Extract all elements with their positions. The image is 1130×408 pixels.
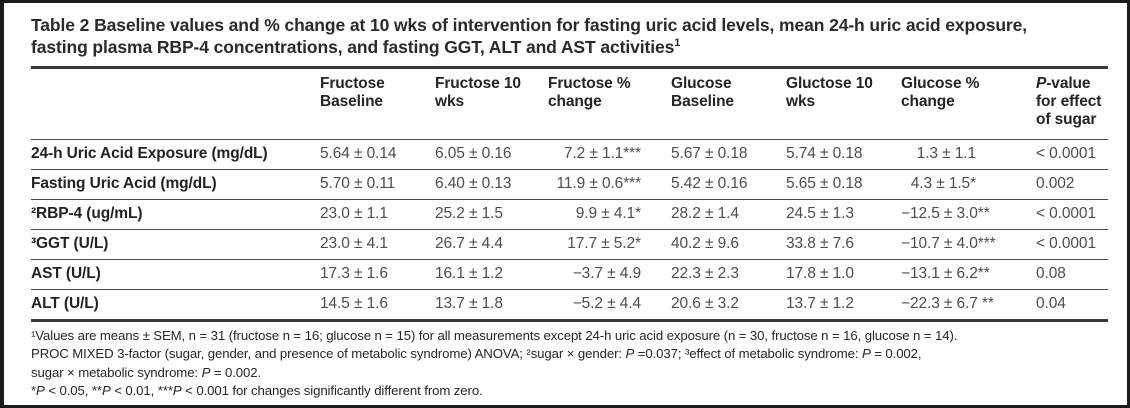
table-row: ALT (U/L) 14.5 ± 1.6 13.7 ± 1.8 −5.2 ± 4… — [31, 289, 1108, 322]
p-value-rest: -value for effect of sugar — [1036, 74, 1102, 129]
cell-fructose-baseline: 5.64 ± 0.14 — [320, 139, 435, 170]
table-body: 24-h Uric Acid Exposure (mg/dL) 5.64 ± 0… — [31, 139, 1108, 322]
cell-fructose-change: 17.7 ± 5.2* — [548, 229, 671, 260]
cell-glucose-10wks: 33.8 ± 7.6 — [786, 229, 901, 260]
row-label: Fasting Uric Acid (mg/dL) — [31, 169, 320, 200]
footnote-run: ¹Values are means ± SEM, n = 31 (fructos… — [31, 327, 958, 343]
cell-fructose-baseline: 17.3 ± 1.6 — [320, 259, 435, 290]
footnote-line: sugar × metabolic syndrome: P = 0.002. — [31, 364, 1103, 382]
footnote-run: =0.037; ³effect of metabolic syndrome: — [634, 346, 862, 362]
footnote-run: * — [31, 383, 37, 399]
row-label: AST (U/L) — [31, 259, 320, 290]
footnote-run: P — [625, 346, 635, 362]
table-row: AST (U/L) 17.3 ± 1.6 16.1 ± 1.2 −3.7 ± 4… — [31, 259, 1108, 290]
row-label: ³GGT (U/L) — [31, 229, 320, 260]
table-title: Table 2 Baseline values and % change at … — [31, 14, 1041, 59]
table-row: ²RBP-4 (ug/mL) 23.0 ± 1.1 25.2 ± 1.5 9.9… — [31, 199, 1108, 230]
footnote-line: *P < 0.05, **P < 0.01, ***P < 0.001 for … — [31, 382, 1103, 400]
table-footnotes: ¹Values are means ± SEM, n = 31 (fructos… — [31, 327, 1103, 401]
footnote-run: < 0.05, ** — [44, 383, 102, 399]
table-row: 24-h Uric Acid Exposure (mg/dL) 5.64 ± 0… — [31, 139, 1108, 170]
footnote-run: = 0.002, — [870, 346, 922, 362]
footnote-run: = 0.002. — [210, 364, 262, 380]
cell-glucose-change: −22.3 ± 6.7 ** — [901, 289, 1036, 322]
footnote-run: P — [201, 364, 211, 380]
cell-glucose-baseline: 5.42 ± 0.16 — [671, 169, 786, 200]
cell-fructose-10wks: 13.7 ± 1.8 — [435, 289, 548, 322]
footnote-line: PROC MIXED 3-factor (sugar, gender, and … — [31, 345, 1103, 363]
cell-glucose-change: −13.1 ± 6.2** — [901, 259, 1036, 290]
cell-glucose-baseline: 28.2 ± 1.4 — [671, 199, 786, 230]
cell-fructose-baseline: 5.70 ± 0.11 — [320, 169, 435, 200]
cell-glucose-change: 4.3 ± 1.5* — [901, 169, 1036, 200]
cell-glucose-10wks: 13.7 ± 1.2 — [786, 289, 901, 322]
footnote-line: ¹Values are means ± SEM, n = 31 (fructos… — [31, 327, 1103, 345]
cell-glucose-baseline: 5.67 ± 0.18 — [671, 139, 786, 170]
table-row: Fasting Uric Acid (mg/dL) 5.70 ± 0.11 6.… — [31, 169, 1108, 200]
header-glucose-change: Glucose % change — [901, 67, 1036, 140]
cell-fructose-change: 7.2 ± 1.1*** — [548, 139, 671, 170]
cell-fructose-change: 11.9 ± 0.6*** — [548, 169, 671, 200]
header-glucose-baseline: Glucose Baseline — [671, 67, 786, 140]
cell-p-value: 0.04 — [1036, 289, 1108, 322]
cell-p-value: < 0.0001 — [1036, 199, 1108, 230]
cell-fructose-change: −5.2 ± 4.4 — [548, 289, 671, 322]
header-glucose-10wks: Gluctose 10 wks — [786, 67, 901, 140]
footnote-run: < 0.01, *** — [110, 383, 173, 399]
p-value-italic: P — [1036, 74, 1047, 92]
cell-fructose-10wks: 6.05 ± 0.16 — [435, 139, 548, 170]
header-fructose-baseline: Fructose Baseline — [320, 67, 435, 140]
cell-glucose-change: 1.3 ± 1.1 — [901, 139, 1036, 170]
cell-fructose-10wks: 26.7 ± 4.4 — [435, 229, 548, 260]
cell-fructose-change: 9.9 ± 4.1* — [548, 199, 671, 230]
cell-fructose-10wks: 6.40 ± 0.13 — [435, 169, 548, 200]
cell-glucose-baseline: 20.6 ± 3.2 — [671, 289, 786, 322]
table-row: ³GGT (U/L) 23.0 ± 4.1 26.7 ± 4.4 17.7 ± … — [31, 229, 1108, 260]
header-fructose-10wks: Fructose 10 wks — [435, 67, 548, 140]
cell-glucose-10wks: 17.8 ± 1.0 — [786, 259, 901, 290]
cell-fructose-change: −3.7 ± 4.9 — [548, 259, 671, 290]
cell-p-value: < 0.0001 — [1036, 139, 1108, 170]
cell-p-value: 0.002 — [1036, 169, 1108, 200]
results-table: Fructose Baseline Fructose 10 wks Fructo… — [31, 65, 1108, 322]
header-measure — [31, 67, 320, 140]
footnote-run: PROC MIXED 3-factor (sugar, gender, and … — [31, 346, 626, 362]
cell-glucose-10wks: 5.65 ± 0.18 — [786, 169, 901, 200]
cell-fructose-baseline: 14.5 ± 1.6 — [320, 289, 435, 322]
cell-glucose-baseline: 22.3 ± 2.3 — [671, 259, 786, 290]
table-title-footnote-marker: 1 — [674, 37, 681, 50]
cell-glucose-change: −10.7 ± 4.0*** — [901, 229, 1036, 260]
cell-fructose-10wks: 16.1 ± 1.2 — [435, 259, 548, 290]
table-title-text: Table 2 Baseline values and % change at … — [31, 15, 1028, 58]
cell-fructose-baseline: 23.0 ± 4.1 — [320, 229, 435, 260]
cell-fructose-10wks: 25.2 ± 1.5 — [435, 199, 548, 230]
row-label: 24-h Uric Acid Exposure (mg/dL) — [31, 139, 320, 170]
footnote-run: P — [861, 346, 871, 362]
cell-glucose-10wks: 5.74 ± 0.18 — [786, 139, 901, 170]
cell-p-value: 0.08 — [1036, 259, 1108, 290]
row-label: ALT (U/L) — [31, 289, 320, 322]
footnote-run: P — [36, 383, 45, 399]
table-header: Fructose Baseline Fructose 10 wks Fructo… — [31, 67, 1108, 140]
footnote-run: P — [172, 383, 182, 399]
footnote-run: < 0.001 for changes significantly differ… — [181, 383, 483, 399]
header-p-value: P-value for effect of sugar — [1036, 67, 1108, 140]
row-label: ²RBP-4 (ug/mL) — [31, 199, 320, 230]
cell-p-value: < 0.0001 — [1036, 229, 1108, 260]
header-fructose-change: Fructose % change — [548, 67, 671, 140]
cell-glucose-change: −12.5 ± 3.0** — [901, 199, 1036, 230]
cell-glucose-baseline: 40.2 ± 9.6 — [671, 229, 786, 260]
cell-fructose-baseline: 23.0 ± 1.1 — [320, 199, 435, 230]
header-row: Fructose Baseline Fructose 10 wks Fructo… — [31, 67, 1108, 140]
cell-glucose-10wks: 24.5 ± 1.3 — [786, 199, 901, 230]
footnote-run: sugar × metabolic syndrome: — [31, 364, 202, 380]
footnote-run: P — [101, 383, 111, 399]
